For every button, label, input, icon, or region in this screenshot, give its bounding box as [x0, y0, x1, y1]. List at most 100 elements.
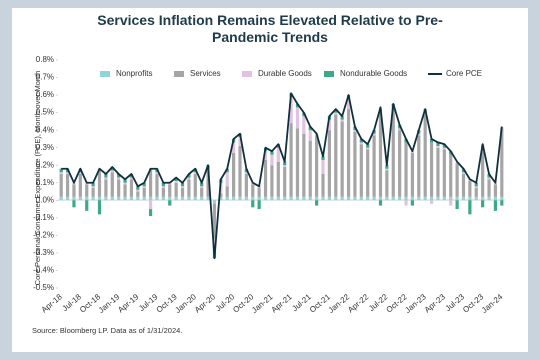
bar-segment: [155, 174, 159, 197]
bar-segment: [148, 209, 153, 217]
bar-segment: [168, 184, 172, 197]
bar-segment: [97, 196, 102, 201]
y-tick-label: 0.2%: [36, 160, 54, 169]
y-tick-label: 0.5%: [36, 108, 54, 117]
y-tick-label: 0.6%: [36, 90, 54, 99]
bar-segment: [110, 196, 114, 201]
x-tick-label: Jan-22: [327, 292, 352, 315]
bar-segment: [117, 174, 121, 178]
bar-segment: [295, 107, 300, 129]
bar-segment: [474, 186, 478, 189]
bar-segment: [474, 182, 478, 187]
bar-segment: [385, 170, 389, 197]
bar-segment: [487, 196, 491, 201]
bar-segment: [481, 145, 485, 197]
bar-segment: [180, 182, 185, 187]
bar-segment: [289, 196, 293, 201]
bar-segment: [161, 182, 165, 187]
bar-segment: [455, 200, 459, 210]
x-tick-label: Apr-18: [40, 292, 65, 315]
bar-segment: [200, 182, 204, 187]
y-tick-label: 0.8%: [36, 55, 54, 64]
bar-segment: [187, 196, 191, 201]
y-tick-label: -0.2%: [33, 230, 54, 239]
bar-segment: [283, 165, 287, 167]
bar-segment: [487, 174, 491, 178]
bar-segment: [59, 196, 63, 201]
bar-segment: [72, 200, 76, 208]
bar-segment: [263, 159, 268, 197]
bar-segment: [200, 186, 204, 189]
bar-segment: [110, 172, 114, 197]
legend-swatch: [242, 71, 252, 77]
bar-segment: [334, 109, 338, 113]
bar-segment: [142, 186, 146, 189]
bar-segment: [429, 142, 434, 197]
bar-segment: [359, 144, 363, 197]
bar-segment: [353, 131, 357, 197]
bar-segment: [359, 142, 363, 145]
bar-segment: [295, 103, 300, 108]
y-tick-label: -0.4%: [33, 266, 54, 275]
bar-segment: [474, 188, 478, 197]
y-tick-label: -0.5%: [33, 283, 54, 292]
chart-title: Services Inflation Remains Elevated Rela…: [97, 12, 443, 45]
y-tick-label: 0.7%: [36, 73, 54, 82]
bar-segment: [366, 147, 370, 150]
legend-swatch: [174, 71, 184, 77]
bar-segment: [142, 196, 146, 201]
legend-swatch: [100, 71, 110, 77]
bar-segment: [91, 188, 95, 197]
bar-segment: [417, 133, 421, 136]
bar-segment: [327, 119, 331, 131]
bar-segment: [295, 128, 300, 197]
bar-segment: [257, 196, 261, 201]
bar-segment: [161, 186, 165, 189]
bar-segment: [493, 196, 498, 201]
bar-segment: [65, 174, 70, 197]
bar-segment: [65, 172, 70, 174]
bar-segment: [276, 147, 280, 162]
y-tick-label: 0.4%: [36, 125, 54, 134]
bar-segment: [334, 196, 338, 201]
bar-segment: [276, 161, 280, 197]
bar-segment: [251, 184, 255, 197]
bar-segment: [200, 196, 204, 201]
bar-segment: [225, 172, 229, 187]
bar-segment: [315, 200, 319, 206]
bar-segment: [436, 196, 440, 201]
bar-segment: [302, 133, 306, 197]
x-tick-label: Apr-23: [423, 292, 448, 315]
bar-segment: [238, 137, 242, 146]
bar-segment: [142, 182, 146, 187]
bar-segment: [442, 196, 446, 201]
bar-segment: [315, 196, 319, 201]
bar-segment: [423, 112, 427, 115]
y-tick-label: 0.0%: [36, 195, 54, 204]
bar-segment: [180, 196, 185, 201]
x-tick-label: Apr-22: [346, 292, 371, 315]
bar-segment: [91, 186, 95, 189]
x-tick-label: Apr-21: [270, 292, 295, 315]
bar-segment: [366, 144, 370, 148]
bar-segment: [168, 200, 172, 206]
bar-segment: [168, 196, 172, 201]
bar-segment: [117, 177, 121, 180]
bar-segment: [174, 182, 178, 197]
bar-segment: [436, 147, 440, 197]
bar-segment: [321, 174, 325, 197]
bar-segment: [155, 172, 159, 174]
bar-segment: [257, 200, 261, 210]
bar-segment: [206, 170, 210, 197]
bar-segment: [404, 142, 408, 197]
bar-segment: [136, 186, 140, 190]
bar-segment: [385, 196, 389, 201]
bar-segment: [78, 174, 82, 197]
bar-segment: [85, 200, 89, 211]
bar-segment: [372, 133, 376, 136]
bar-segment: [372, 196, 376, 201]
bar-segment: [468, 200, 472, 215]
bar-segment: [327, 130, 331, 197]
bar-segment: [372, 135, 376, 197]
bar-segment: [436, 145, 440, 148]
